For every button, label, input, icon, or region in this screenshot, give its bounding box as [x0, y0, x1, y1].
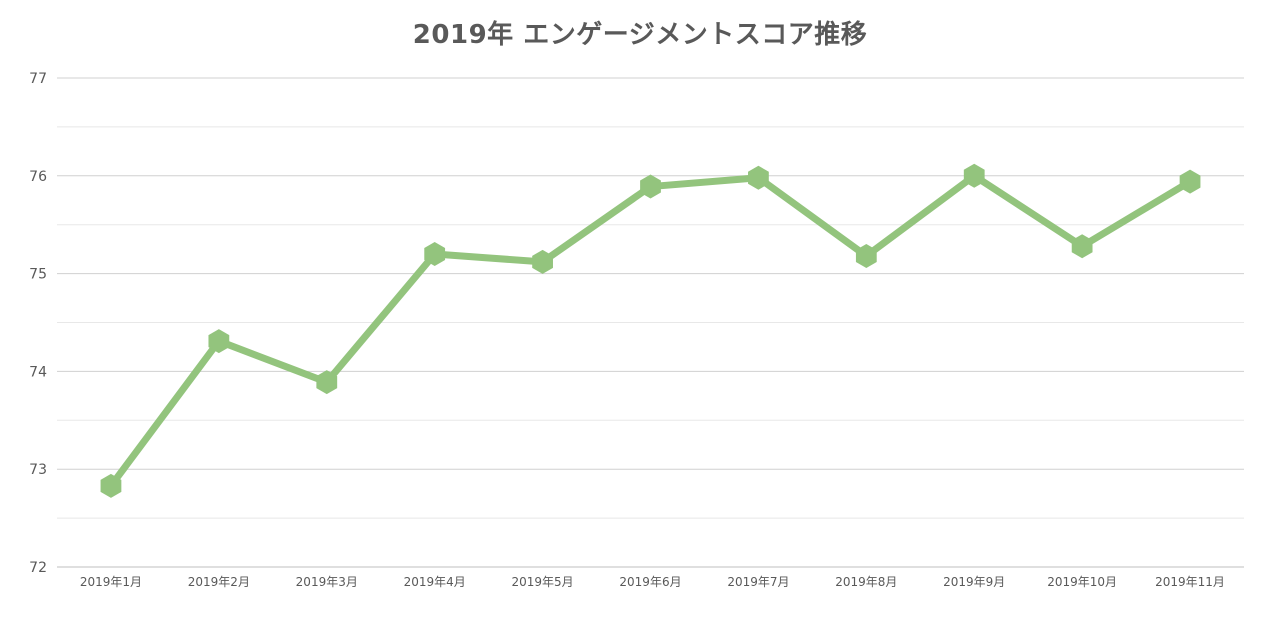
- series-line: [107, 172, 1194, 490]
- x-axis-ticks: 2019年1月 2019年2月 2019年3月 2019年4月 2019年5月 2019年…: [80, 575, 1225, 589]
- grid-layer: [57, 77, 1244, 568]
- x-tick-label: 2019年9月: [943, 575, 1005, 589]
- x-tick-label: 2019年2月: [188, 575, 250, 589]
- data-point-marker[interactable]: [640, 174, 661, 199]
- y-tick-label: 73: [29, 462, 47, 478]
- y-tick-label: 76: [29, 169, 47, 185]
- data-point-marker[interactable]: [748, 165, 769, 190]
- x-tick-label: 2019年7月: [727, 575, 789, 589]
- y-tick-label: 72: [29, 560, 47, 576]
- x-tick-label: 2019年11月: [1155, 575, 1225, 589]
- x-tick-label: 2019年6月: [619, 575, 681, 589]
- data-point-marker[interactable]: [1071, 234, 1093, 259]
- data-point-marker[interactable]: [100, 473, 122, 498]
- chart-title: 2019年 エンゲージメントスコア推移: [412, 20, 868, 50]
- x-tick-label: 2019年5月: [511, 575, 573, 589]
- data-point-marker[interactable]: [1179, 169, 1201, 194]
- y-axis-ticks: 72 73 74 75 76 77: [29, 71, 47, 576]
- x-tick-label: 2019年4月: [404, 575, 466, 589]
- x-tick-label: 2019年8月: [835, 575, 897, 589]
- data-point-marker[interactable]: [963, 163, 985, 188]
- data-point-marker[interactable]: [855, 244, 877, 268]
- x-tick-label: 2019年1月: [80, 575, 142, 589]
- data-point-marker[interactable]: [532, 249, 553, 274]
- data-point-marker[interactable]: [316, 370, 338, 395]
- data-point-marker[interactable]: [208, 329, 230, 354]
- x-tick-label: 2019年3月: [296, 575, 358, 589]
- y-tick-label: 77: [29, 71, 47, 87]
- x-tick-label: 2019年10月: [1047, 575, 1117, 589]
- data-point-marker[interactable]: [424, 242, 446, 267]
- y-tick-label: 75: [29, 267, 47, 283]
- series-layer: [100, 163, 1201, 498]
- y-tick-label: 74: [29, 364, 47, 380]
